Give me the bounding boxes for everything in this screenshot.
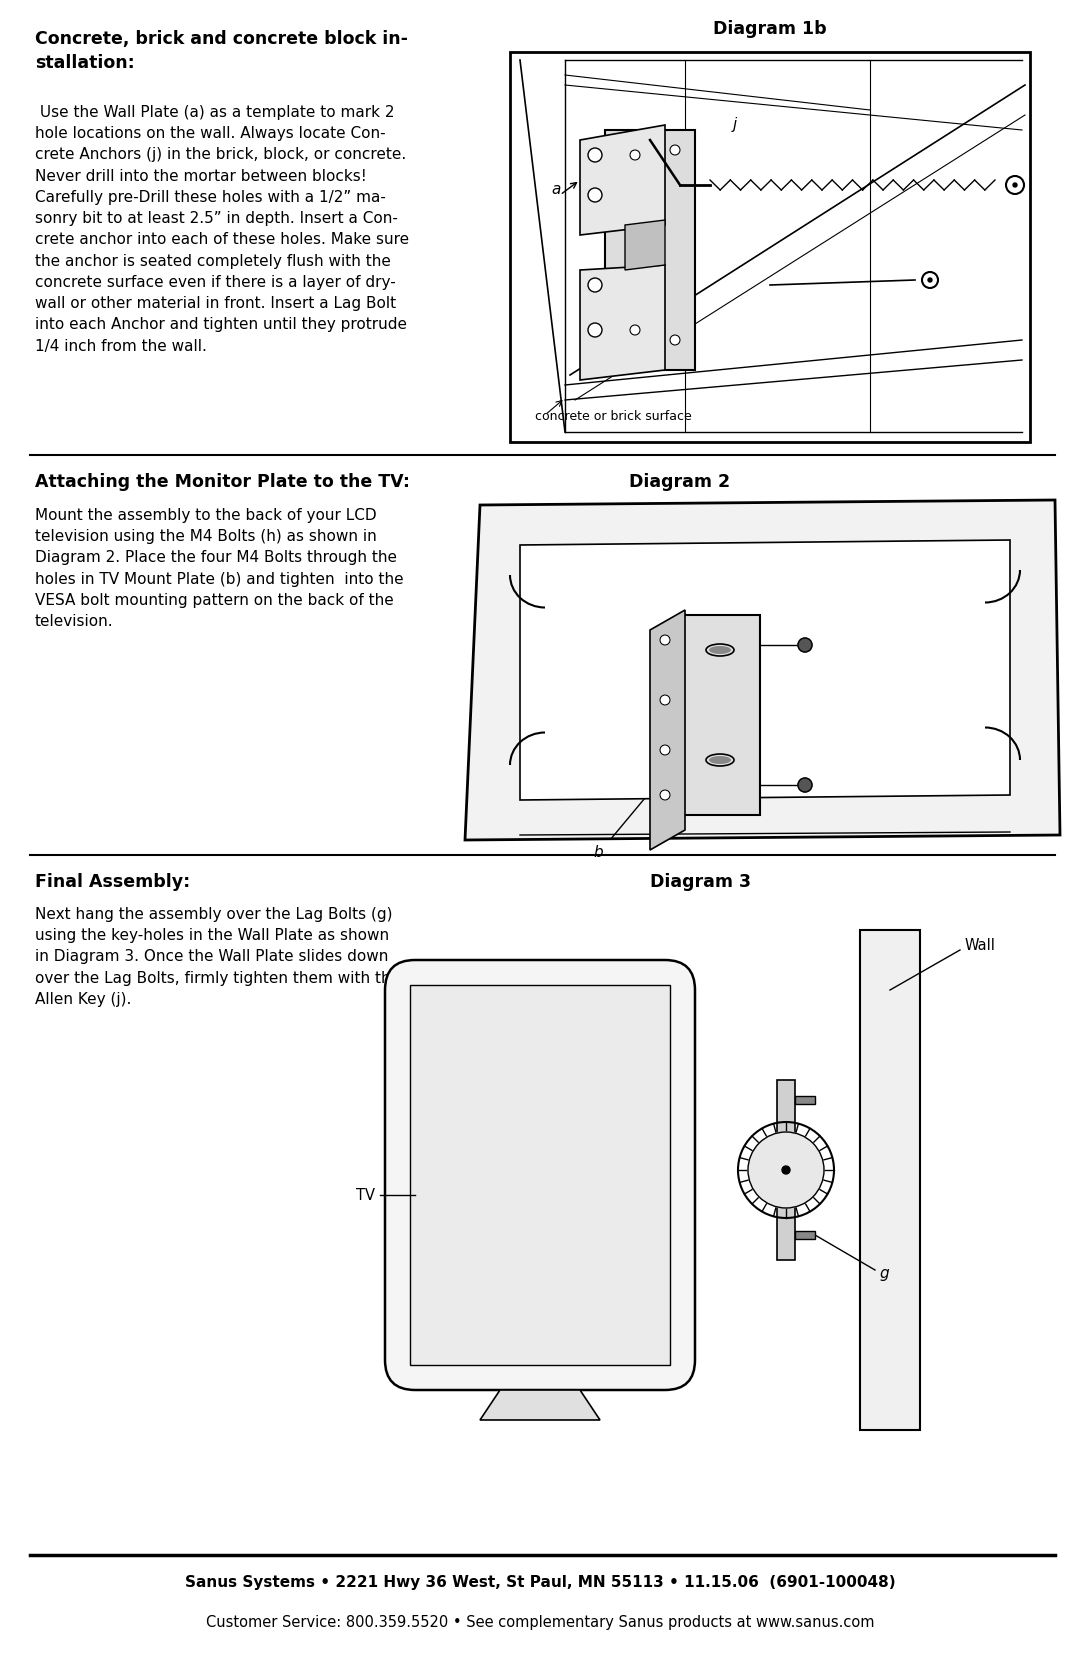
Text: Final Assembly:: Final Assembly:: [35, 873, 190, 891]
Circle shape: [928, 279, 932, 282]
Bar: [795, 1097, 815, 1103]
Polygon shape: [480, 1390, 600, 1420]
Circle shape: [588, 189, 602, 202]
Circle shape: [748, 1132, 824, 1208]
Circle shape: [588, 324, 602, 337]
Polygon shape: [605, 130, 696, 371]
Circle shape: [588, 149, 602, 162]
Text: Next hang the assembly over the Lag Bolts (g)
using the key-holes in the Wall Pl: Next hang the assembly over the Lag Bolt…: [35, 906, 400, 1006]
Bar: [777, 1080, 795, 1260]
Circle shape: [670, 145, 680, 155]
Polygon shape: [580, 265, 665, 381]
Circle shape: [798, 778, 812, 793]
Circle shape: [660, 789, 670, 799]
Circle shape: [1013, 184, 1017, 187]
Circle shape: [660, 634, 670, 644]
Text: Attaching the Monitor Plate to the TV:: Attaching the Monitor Plate to the TV:: [35, 472, 410, 491]
Text: j: j: [733, 117, 738, 132]
Circle shape: [630, 150, 640, 160]
Text: g: g: [677, 132, 687, 147]
Text: Diagram 3: Diagram 3: [649, 873, 751, 891]
Text: h: h: [858, 613, 867, 628]
Circle shape: [630, 325, 640, 335]
Bar: [680, 614, 760, 814]
Circle shape: [1005, 175, 1024, 194]
Text: concrete or brick surface: concrete or brick surface: [535, 411, 692, 422]
Bar: [410, 985, 670, 1365]
Circle shape: [798, 638, 812, 653]
Bar: [860, 930, 920, 1430]
Circle shape: [782, 1167, 789, 1173]
Text: Diagram 1b: Diagram 1b: [713, 20, 827, 38]
Bar: [795, 1232, 815, 1238]
Bar: [510, 52, 1030, 442]
Polygon shape: [580, 125, 665, 235]
Polygon shape: [465, 501, 1059, 840]
Text: Concrete, brick and concrete block in-
stallation:: Concrete, brick and concrete block in- s…: [35, 30, 408, 72]
Polygon shape: [519, 541, 1010, 799]
Polygon shape: [625, 220, 665, 270]
Circle shape: [588, 279, 602, 292]
Text: Customer Service: 800.359.5520 • See complementary Sanus products at www.sanus.c: Customer Service: 800.359.5520 • See com…: [206, 1616, 874, 1631]
Text: Diagram 2: Diagram 2: [630, 472, 730, 491]
Text: Wall: Wall: [966, 938, 996, 953]
FancyBboxPatch shape: [384, 960, 696, 1390]
Circle shape: [922, 272, 939, 289]
Text: b: b: [593, 845, 603, 860]
Polygon shape: [650, 609, 685, 850]
Ellipse shape: [708, 756, 731, 764]
Text: g: g: [880, 1265, 890, 1280]
Text: Mount the assembly to the back of your LCD
television using the M4 Bolts (h) as : Mount the assembly to the back of your L…: [35, 507, 404, 629]
Text: TV: TV: [356, 1188, 375, 1202]
Ellipse shape: [708, 646, 731, 654]
Circle shape: [670, 335, 680, 345]
Circle shape: [660, 744, 670, 754]
Text: Use the Wall Plate (a) as a template to mark 2
hole locations on the wall. Alway: Use the Wall Plate (a) as a template to …: [35, 105, 409, 354]
Circle shape: [660, 694, 670, 704]
Text: a: a: [551, 182, 561, 197]
Text: Sanus Systems • 2221 Hwy 36 West, St Paul, MN 55113 • 11.15.06  (6901-100048): Sanus Systems • 2221 Hwy 36 West, St Pau…: [185, 1576, 895, 1591]
